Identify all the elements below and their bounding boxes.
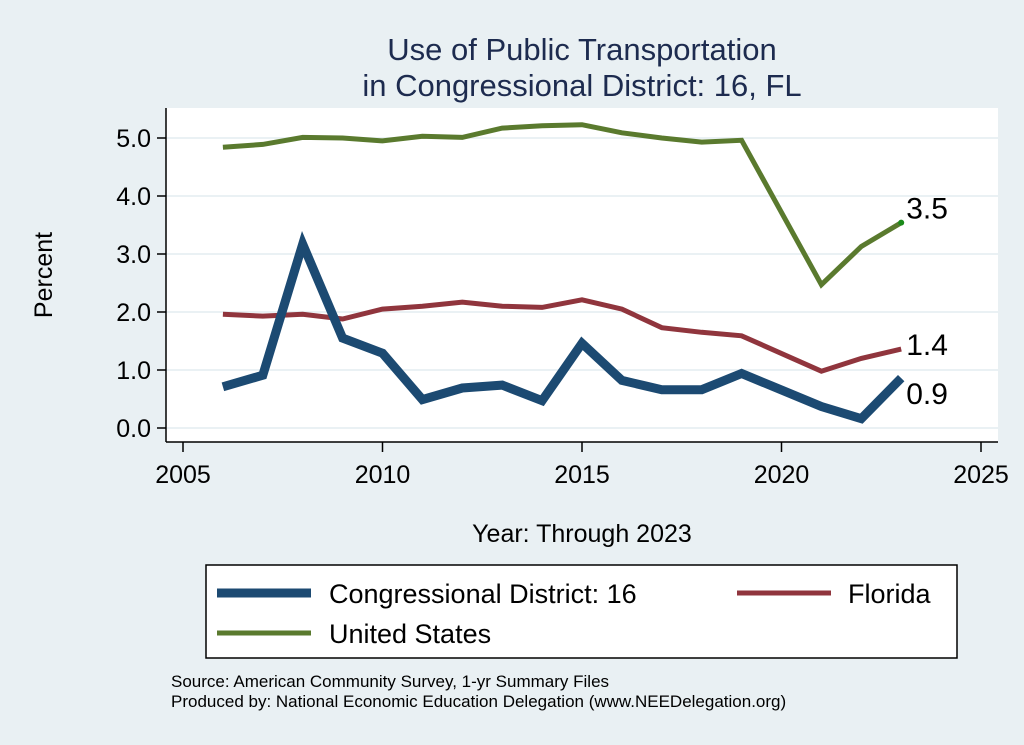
- legend-label-florida: Florida: [848, 579, 932, 609]
- y-tick-label: 4.0: [116, 183, 151, 211]
- series-lines: [221, 122, 905, 424]
- y-tick-label: 5.0: [116, 125, 151, 153]
- y-tick-label: 1.0: [116, 357, 151, 385]
- y-tick-label: 0.0: [116, 415, 151, 443]
- y-tick-label: 3.0: [116, 241, 151, 269]
- x-tick-label: 2005: [155, 461, 211, 489]
- x-tick-label: 2025: [953, 461, 1009, 489]
- producer-note: Produced by: National Economic Education…: [171, 692, 786, 711]
- x-axis: 2005 2010 2015 2020 2025: [155, 441, 1009, 489]
- legend-label-united-states: United States: [329, 619, 491, 649]
- x-axis-title: Year: Through 2023: [472, 520, 692, 548]
- y-axis-title: Percent: [30, 232, 58, 318]
- source-note: Source: American Community Survey, 1-yr …: [171, 672, 609, 691]
- y-axis: 0.0 1.0 2.0 3.0 4.0 5.0: [116, 108, 167, 443]
- end-marker-united-states: [898, 219, 905, 226]
- x-tick-label: 2015: [554, 461, 610, 489]
- x-tick-label: 2020: [754, 461, 810, 489]
- end-label-congressional-district-16: 0.9: [906, 378, 948, 411]
- y-tick-label: 2.0: [116, 299, 151, 327]
- end-label-florida: 1.4: [906, 329, 948, 362]
- legend-box: [205, 564, 958, 659]
- legend-label-congressional-district: Congressional District: 16: [329, 579, 637, 609]
- chart-title-line-1: Use of Public Transportation: [387, 32, 776, 67]
- end-label-united-states: 3.5: [906, 193, 948, 226]
- legend: Congressional District: 16 Florida Unite…: [205, 564, 958, 659]
- x-tick-label: 2010: [355, 461, 411, 489]
- chart-title-line-2: in Congressional District: 16, FL: [362, 68, 801, 103]
- plot-area: [166, 108, 998, 442]
- end-labels: 3.5 1.4 0.9: [898, 193, 948, 411]
